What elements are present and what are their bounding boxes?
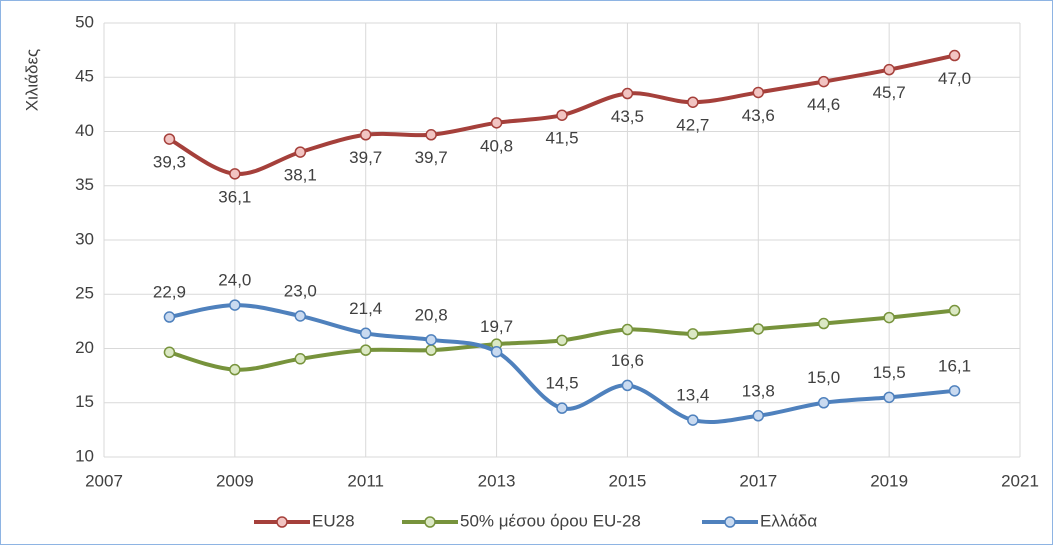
marker bbox=[229, 168, 241, 180]
marker bbox=[948, 49, 961, 62]
data-label: 21,4 bbox=[349, 299, 382, 318]
data-label: 44,6 bbox=[807, 95, 840, 114]
data-label: 16,6 bbox=[611, 351, 644, 370]
data-label: 47,0 bbox=[938, 69, 971, 88]
marker bbox=[359, 344, 372, 356]
x-tick-label: 2011 bbox=[347, 471, 384, 490]
marker bbox=[883, 391, 895, 404]
data-label: 13,4 bbox=[676, 386, 709, 405]
data-label: 42,7 bbox=[676, 116, 709, 135]
x-tick-label: 2015 bbox=[609, 471, 647, 490]
x-tick-label: 2021 bbox=[1001, 471, 1039, 490]
marker bbox=[490, 346, 503, 358]
marker bbox=[687, 96, 699, 108]
data-label: 16,1 bbox=[938, 356, 971, 375]
marker bbox=[425, 344, 437, 356]
marker bbox=[621, 379, 634, 392]
data-label: 15,5 bbox=[873, 363, 906, 382]
x-tick-label: 2009 bbox=[216, 471, 254, 490]
data-label: 43,5 bbox=[611, 107, 644, 126]
marker bbox=[817, 397, 830, 409]
legend-marker bbox=[424, 516, 436, 528]
data-label: 19,7 bbox=[480, 317, 513, 336]
data-label: 13,8 bbox=[742, 381, 775, 400]
marker bbox=[752, 86, 765, 99]
data-label: 15,0 bbox=[807, 368, 840, 387]
x-tick-label: 2017 bbox=[739, 471, 777, 490]
marker bbox=[752, 323, 765, 335]
marker bbox=[425, 129, 437, 141]
data-label: 22,9 bbox=[153, 283, 186, 302]
data-label: 45,7 bbox=[873, 83, 906, 102]
marker bbox=[687, 328, 699, 340]
x-tick-label: 2013 bbox=[478, 471, 516, 490]
marker bbox=[817, 317, 830, 330]
y-tick-label: 10 bbox=[75, 446, 94, 465]
x-tick-label: 2007 bbox=[85, 471, 123, 490]
marker bbox=[490, 117, 503, 129]
marker bbox=[948, 304, 961, 317]
legend-label: Ελλάδα bbox=[760, 511, 817, 530]
y-tick-label: 15 bbox=[75, 392, 94, 411]
y-tick-label: 50 bbox=[75, 12, 94, 31]
marker bbox=[621, 323, 634, 336]
data-label: 38,1 bbox=[284, 166, 317, 185]
marker bbox=[359, 327, 372, 340]
data-label: 39,3 bbox=[153, 153, 186, 172]
legend-marker bbox=[276, 516, 288, 528]
marker bbox=[229, 363, 241, 376]
y-tick-label: 20 bbox=[75, 338, 94, 357]
marker bbox=[163, 311, 176, 323]
legend-label: 50% μέσου όρου EU-28 bbox=[460, 511, 641, 530]
marker bbox=[556, 109, 568, 121]
marker bbox=[294, 146, 307, 158]
y-tick-label: 25 bbox=[75, 284, 94, 303]
y-tick-label: 40 bbox=[75, 121, 94, 140]
marker bbox=[948, 385, 961, 397]
marker bbox=[294, 353, 307, 365]
y-tick-label: 30 bbox=[75, 229, 94, 248]
data-label: 14,5 bbox=[545, 374, 578, 393]
marker bbox=[883, 311, 895, 324]
y-axis-label: Χιλιάδες bbox=[22, 49, 41, 111]
data-label: 23,0 bbox=[284, 281, 317, 300]
y-tick-label: 45 bbox=[75, 67, 94, 86]
marker bbox=[621, 87, 634, 100]
x-tick-label: 2019 bbox=[870, 471, 908, 490]
data-label: 39,7 bbox=[415, 148, 448, 167]
data-label: 36,1 bbox=[218, 187, 251, 206]
data-label: 39,7 bbox=[349, 148, 382, 167]
marker bbox=[359, 129, 372, 141]
data-label: 41,5 bbox=[545, 129, 578, 148]
marker bbox=[294, 310, 307, 322]
marker bbox=[425, 334, 437, 346]
y-tick-label: 35 bbox=[75, 175, 94, 194]
legend-marker bbox=[724, 516, 736, 528]
marker bbox=[817, 75, 830, 88]
marker bbox=[163, 346, 176, 359]
marker bbox=[163, 133, 176, 145]
marker bbox=[752, 410, 765, 422]
marker bbox=[229, 299, 241, 311]
marker bbox=[883, 63, 895, 76]
data-label: 43,6 bbox=[742, 106, 775, 125]
marker bbox=[556, 334, 568, 347]
data-label: 40,8 bbox=[480, 136, 513, 155]
data-label: 20,8 bbox=[415, 305, 448, 324]
legend-label: EU28 bbox=[312, 511, 355, 530]
marker bbox=[687, 414, 699, 426]
marker bbox=[556, 402, 568, 414]
data-label: 24,0 bbox=[218, 271, 251, 290]
